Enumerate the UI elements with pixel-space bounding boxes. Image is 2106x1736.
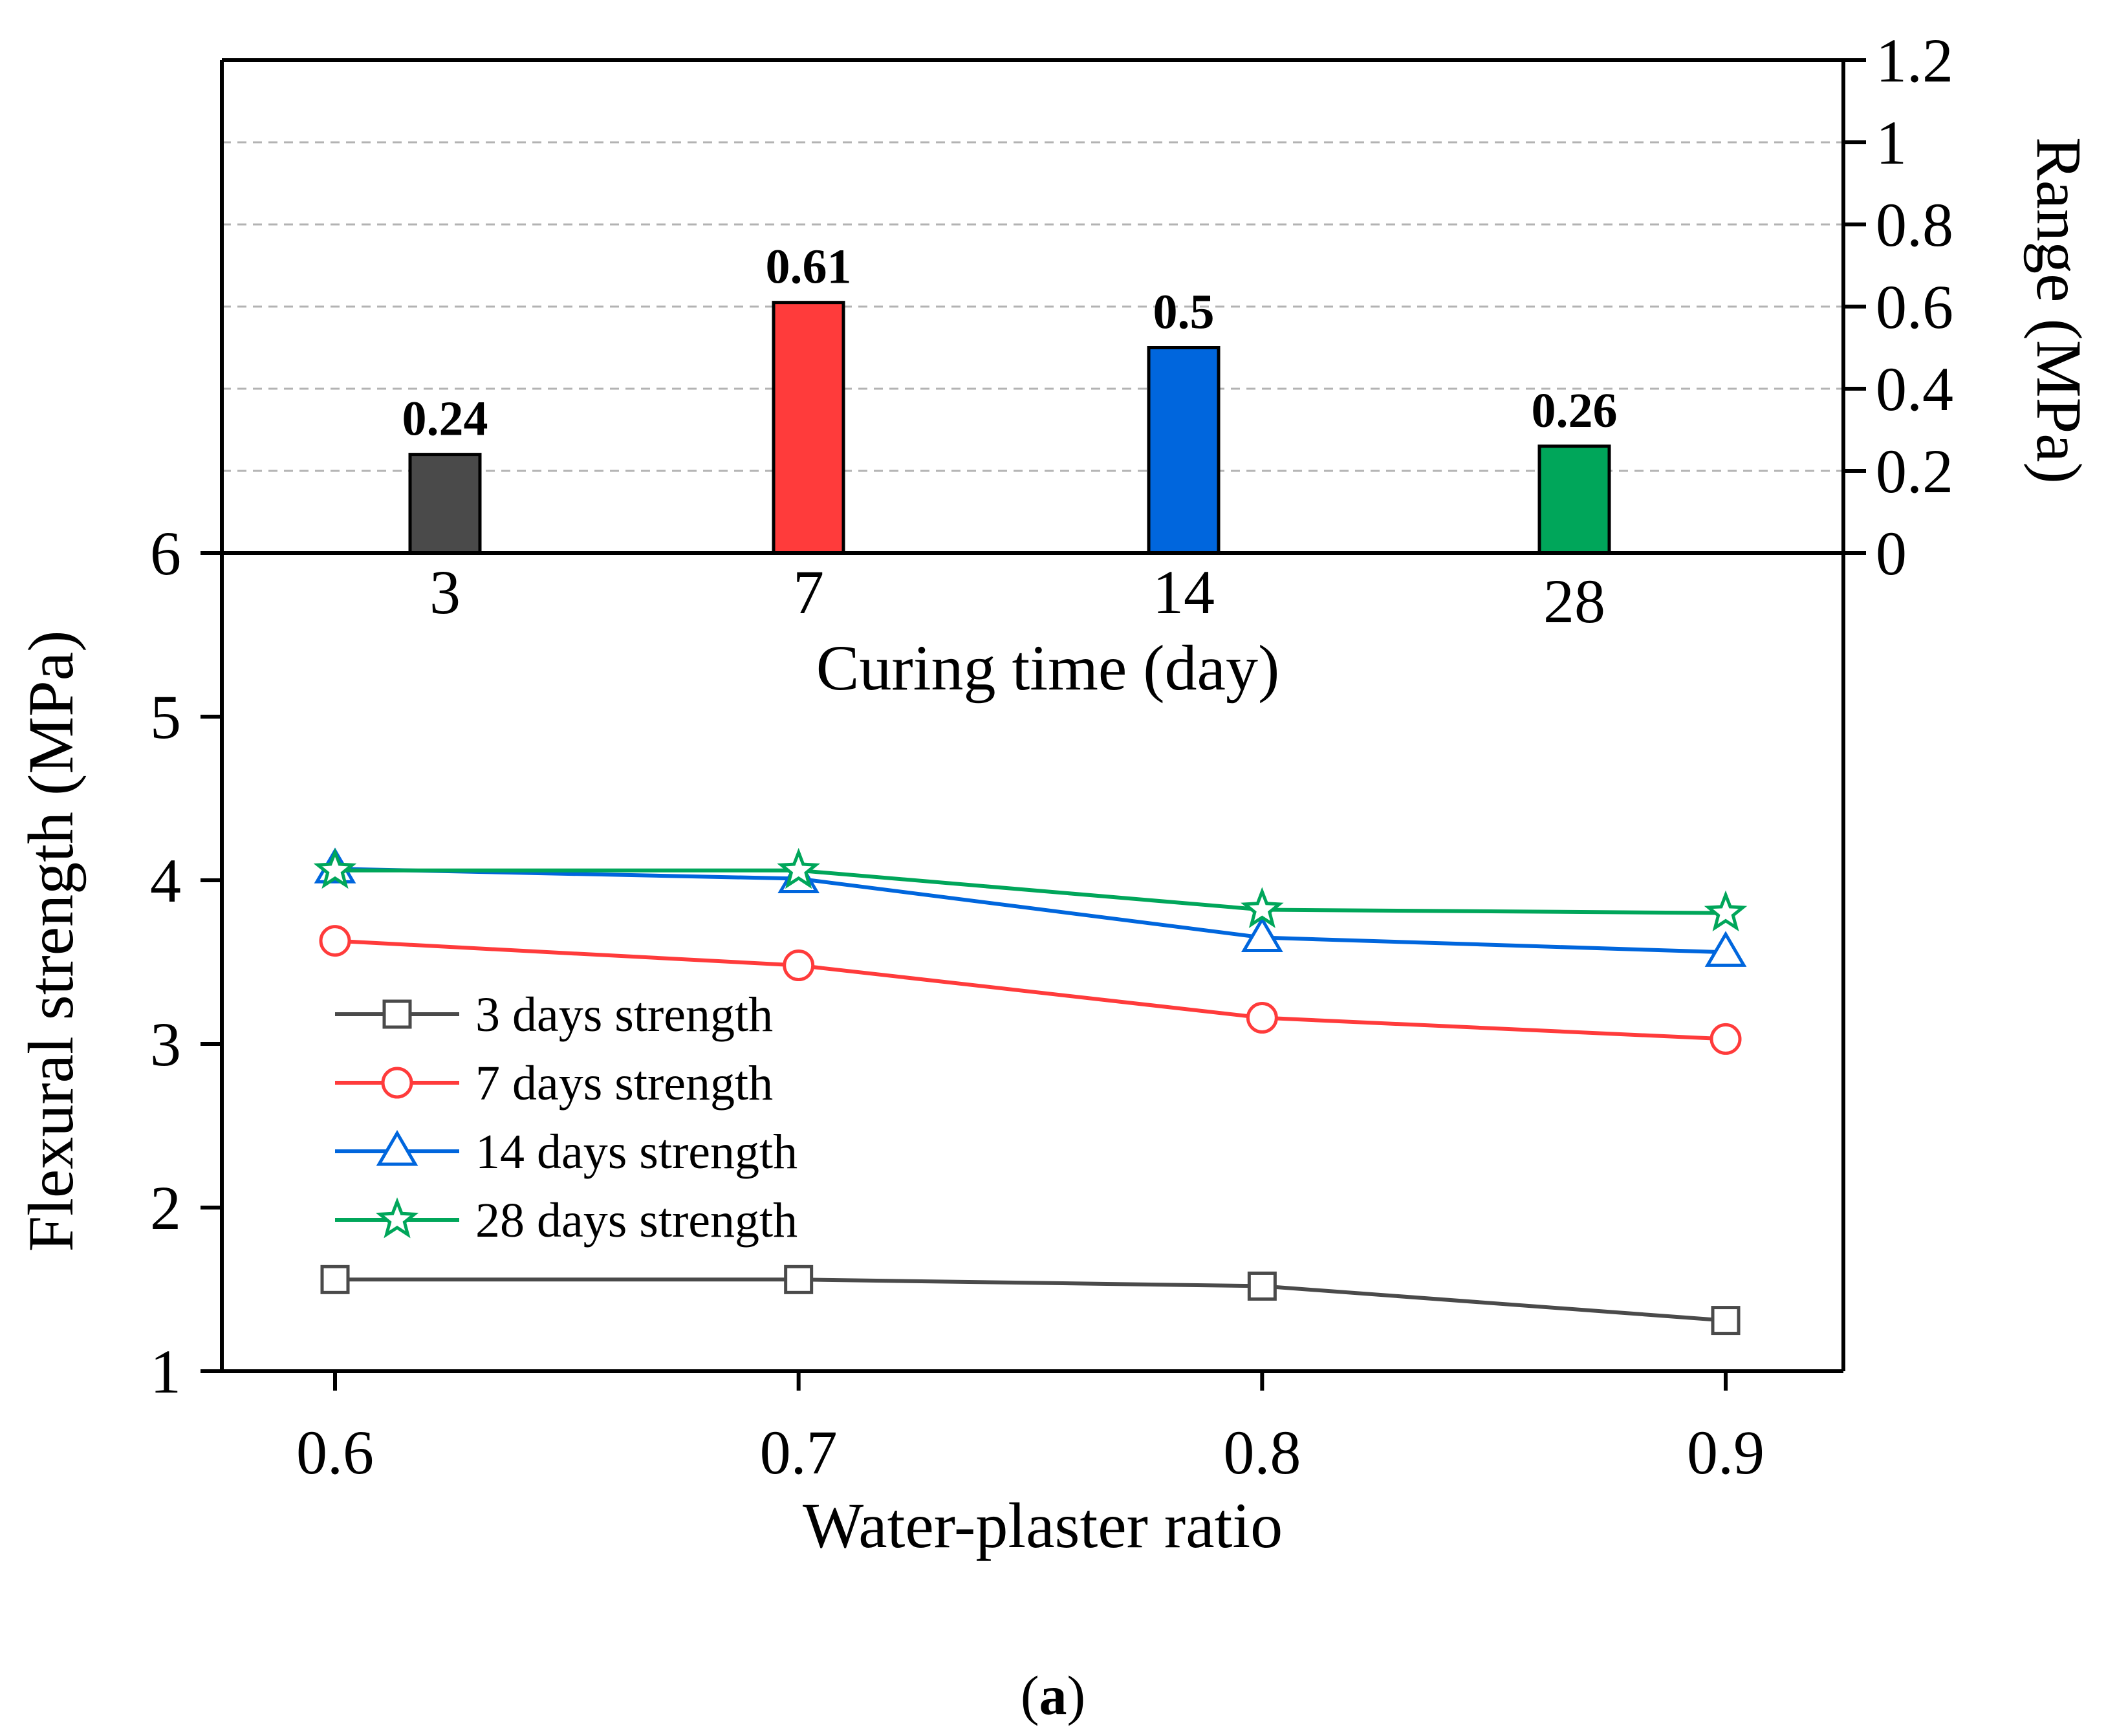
data-point-square [784, 1264, 814, 1294]
bar-x-tick-label: 28 [1543, 567, 1605, 636]
line-chart-y-axis-title: Flexural strength (MPa) [15, 631, 87, 1252]
line-chart-series [313, 847, 1748, 1336]
bar-x-tick-label: 7 [793, 558, 824, 627]
bar-y-tick-label: 1 [1876, 108, 1907, 177]
series-line [334, 867, 1726, 955]
bar-y-tick-label: 0.2 [1876, 437, 1953, 506]
bar-value-label: 0.24 [402, 392, 488, 446]
bar-y-tick-label: 1.2 [1876, 26, 1953, 95]
data-point-square [320, 1264, 350, 1294]
line-chart: 1 2 3 4 5 6 0.6 0.7 0.8 0.9 3 days strength 7 day… [15, 519, 1764, 1561]
bar-chart-x-axis-title: Curing time (day) [816, 632, 1280, 704]
line-y-tick-label: 1 [150, 1337, 181, 1406]
line-y-tick-label: 6 [150, 519, 181, 588]
data-point-star [1241, 887, 1284, 928]
line-chart-y-axis: 1 2 3 4 5 6 [150, 519, 222, 1406]
bar-28 [1537, 444, 1611, 555]
bar-3 [408, 453, 482, 555]
line-y-tick-label: 3 [150, 1010, 181, 1079]
data-point-circle [783, 949, 815, 982]
line-x-tick-label: 0.6 [296, 1418, 374, 1487]
line-y-tick-label: 5 [150, 682, 181, 752]
line-x-tick-label: 0.9 [1687, 1418, 1764, 1487]
bar-value-label: 0.5 [1153, 285, 1215, 340]
data-point-star [777, 847, 820, 889]
data-point-star [1704, 890, 1748, 931]
line-chart-x-axis-title: Water-plaster ratio [803, 1490, 1283, 1561]
bar-chart-x-tick-labels: 3 7 14 28 [429, 558, 1605, 636]
data-point-triangle [1241, 916, 1283, 953]
series-line [334, 939, 1726, 1041]
bar-14 [1147, 346, 1221, 555]
series-14-days [314, 847, 1747, 967]
caption-letter: a [1039, 1664, 1067, 1726]
bar-y-tick-label: 0.8 [1876, 190, 1953, 259]
legend-item: 28 days strength [335, 1193, 798, 1248]
data-point-triangle [1704, 931, 1747, 967]
legend-label: 28 days strength [475, 1193, 798, 1248]
line-y-tick-label: 4 [150, 846, 181, 915]
bar-chart-value-labels: 0.24 0.61 0.5 0.26 [402, 240, 1618, 446]
legend-label: 3 days strength [475, 988, 773, 1042]
bar-y-tick-label: 0.6 [1876, 272, 1953, 342]
bar-7 [772, 301, 845, 555]
data-point-circle [1710, 1023, 1742, 1055]
line-x-tick-label: 0.8 [1223, 1418, 1301, 1487]
data-point-circle [1246, 1002, 1278, 1034]
legend-marker-circle [381, 1067, 413, 1099]
legend-item: 3 days strength [335, 988, 773, 1042]
bar-chart-bars [408, 301, 1611, 555]
data-point-star [313, 847, 357, 889]
caption-close: ) [1067, 1664, 1086, 1726]
figure-caption: (a) [1021, 1664, 1085, 1726]
bar-y-tick-label: 0 [1876, 519, 1907, 588]
series-3-days [320, 1264, 1741, 1336]
bar-value-label: 0.26 [1532, 384, 1618, 438]
line-chart-x-axis: 0.6 0.7 0.8 0.9 [296, 1371, 1764, 1487]
legend-item: 7 days strength [335, 1056, 773, 1111]
bar-chart-y-axis: 0 0.2 0.4 0.6 0.8 1 1.2 [1843, 26, 1953, 588]
bar-x-tick-label: 3 [429, 558, 461, 627]
line-x-tick-label: 0.7 [760, 1418, 838, 1487]
bar-y-tick-label: 0.4 [1876, 354, 1953, 424]
bar-chart: 0.24 0.61 0.5 0.26 0 0.2 0.4 0.6 0.8 1 1.2 3 7 14 28… [222, 26, 2095, 704]
legend-marker-square [382, 999, 412, 1029]
series-28-days [313, 847, 1748, 931]
data-point-circle [319, 925, 351, 957]
series-7-days [319, 925, 1742, 1055]
legend-marker-star [375, 1197, 419, 1239]
caption-open: ( [1021, 1664, 1039, 1726]
series-line [335, 868, 1726, 915]
bar-chart-y-axis-title: Range (MPa) [2023, 137, 2095, 484]
legend-item: 14 days strength [335, 1125, 798, 1179]
line-chart-legend: 3 days strength 7 days strength 14 days st… [335, 988, 798, 1248]
data-point-square [1247, 1271, 1277, 1301]
legend-marker-triangle [376, 1130, 418, 1166]
bar-value-label: 0.61 [766, 240, 852, 294]
line-y-tick-label: 2 [150, 1173, 181, 1242]
legend-label: 7 days strength [475, 1056, 773, 1111]
series-line [335, 1277, 1726, 1323]
data-point-square [1711, 1306, 1741, 1336]
bar-x-tick-label: 14 [1153, 558, 1215, 627]
legend-label: 14 days strength [475, 1125, 798, 1179]
